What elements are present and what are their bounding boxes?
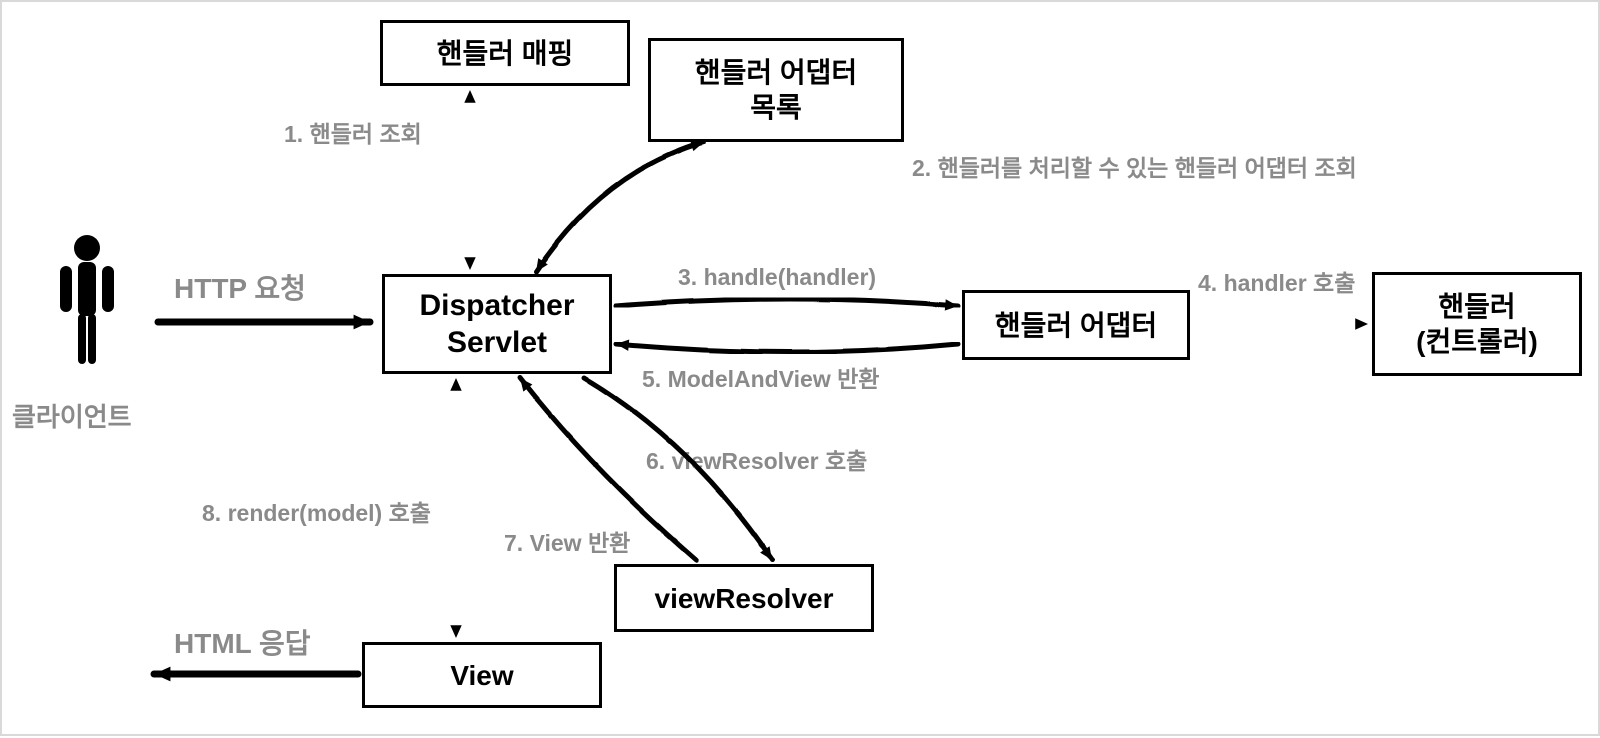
edge-label-8: 8. render(model) 호출 xyxy=(202,494,431,528)
edge-label-6: 6. viewResolver 호출 xyxy=(646,442,867,476)
node-adapter-list: 핸들러 어댑터 목록 xyxy=(648,38,904,142)
label-http-request: HTTP 요청 xyxy=(174,267,306,307)
client-label: 클라이언트 xyxy=(12,397,132,434)
label-html-response: HTML 응답 xyxy=(174,622,311,662)
node-handler-adapter: 핸들러 어댑터 xyxy=(962,290,1190,360)
edge-label-4: 4. handler 호출 xyxy=(1198,264,1355,298)
edge-label-7: 7. View 반환 xyxy=(504,524,630,558)
node-dispatcher-servlet: Dispatcher Servlet xyxy=(382,274,612,374)
node-view-resolver: viewResolver xyxy=(614,564,874,632)
node-view: View xyxy=(362,642,602,708)
edge-label-5: 5. ModelAndView 반환 xyxy=(642,360,879,394)
edge-label-3: 3. handle(handler) xyxy=(678,264,876,291)
diagram-canvas: 클라이언트 핸들러 매핑 핸들러 어댑터 목록 Dispatcher Servl… xyxy=(0,0,1600,736)
edge-label-1: 1. 핸들러 조회 xyxy=(284,115,422,149)
node-handler-mapping: 핸들러 매핑 xyxy=(380,20,630,86)
node-handler: 핸들러 (컨트롤러) xyxy=(1372,272,1582,376)
edge-label-2: 2. 핸들러를 처리할 수 있는 핸들러 어댑터 조회 xyxy=(912,149,1357,183)
person-icon xyxy=(52,232,122,372)
